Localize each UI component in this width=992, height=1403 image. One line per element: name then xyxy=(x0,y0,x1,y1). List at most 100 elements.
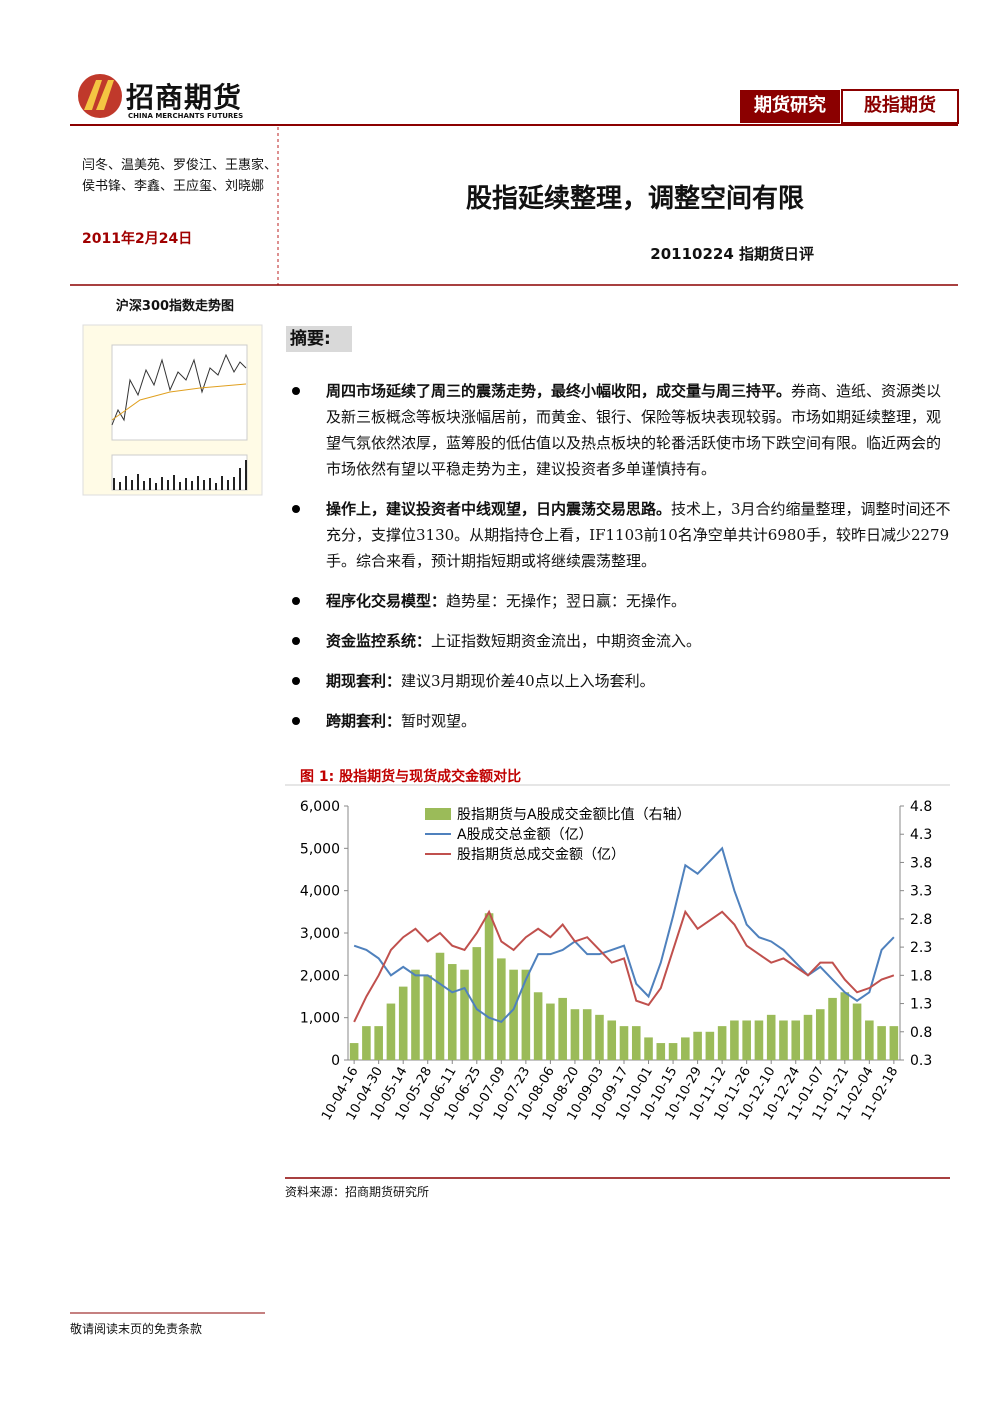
y2-tick-label: 1.3 xyxy=(910,997,932,1013)
bar xyxy=(423,975,433,1060)
bullet-text: 建议3月期现价差40点以上入场套利。 xyxy=(401,672,655,690)
chart: 0 1,000 2,000 3,000 4,000 5,000 6,000 0.3 0.8 1.3… xyxy=(300,799,932,1123)
y-tick-label: 3,000 xyxy=(300,926,340,942)
y2-tick-label: 1.8 xyxy=(910,968,932,984)
bullet: 周四市场延续了周三的震荡走势，最终小幅收阳，成交量与周三持平。券商、造纸、资源类… xyxy=(290,378,955,482)
summary-heading: 摘要: xyxy=(286,326,352,352)
bar xyxy=(754,1020,764,1060)
bar xyxy=(386,1003,396,1060)
bar xyxy=(668,1043,678,1060)
bar xyxy=(558,997,567,1060)
y2-tick-label: 3.8 xyxy=(910,855,932,871)
bar xyxy=(460,969,469,1060)
bullet: 程序化交易模型：趋势星：无操作；翌日赢：无操作。 xyxy=(290,588,955,614)
bar xyxy=(681,1037,690,1060)
authors: 闫冬、温美苑、罗俊江、王惠家、侯书锋、李鑫、王应玺、刘晓娜 xyxy=(82,158,278,194)
bar xyxy=(705,1031,715,1060)
y2-tick-label: 2.3 xyxy=(910,940,932,956)
tag: 股指期货 xyxy=(864,95,936,116)
logo-subtext: CHINA MERCHANTS FUTURES xyxy=(128,112,244,120)
bar xyxy=(447,964,457,1060)
y-tick-label: 6,000 xyxy=(300,799,340,815)
source: 资料来源：招商期货研究所 xyxy=(285,1185,430,1199)
bar xyxy=(803,1014,813,1060)
bar xyxy=(619,1026,629,1060)
legend-label: A股成交总金额（亿） xyxy=(457,826,593,843)
bullet: 期现套利：建议3月期现价差40点以上入场套利。 xyxy=(290,668,955,694)
title: 股指延续整理，调整空间有限 xyxy=(465,184,804,214)
bar xyxy=(595,1014,604,1060)
bullet-lead: 期现套利： xyxy=(326,672,402,690)
bar xyxy=(877,1026,886,1060)
y-tick-label: 5,000 xyxy=(300,841,340,857)
subtitle: 20110224 指期货日评 xyxy=(650,245,814,263)
bar xyxy=(840,992,850,1060)
y2-tick-label: 4.3 xyxy=(910,827,932,843)
logo-icon xyxy=(78,74,122,118)
y-tick-label: 2,000 xyxy=(300,968,340,984)
bar xyxy=(865,1020,874,1060)
bar xyxy=(815,1009,825,1060)
bar xyxy=(521,969,531,1060)
bar xyxy=(484,913,494,1060)
line-series xyxy=(353,909,895,1023)
bar xyxy=(730,1020,739,1060)
bar xyxy=(362,1026,371,1060)
bullet-lead: 资金监控系统： xyxy=(326,632,432,650)
bullet-lead: 周四市场延续了周三的震荡走势，最终小幅收阳，成交量与周三持平。 xyxy=(326,382,792,400)
bar xyxy=(509,969,518,1060)
tag: 期货研究 xyxy=(754,95,826,116)
legend-swatch xyxy=(425,808,451,820)
bar xyxy=(582,1009,592,1060)
footer: 敬请阅读末页的免责条款 xyxy=(70,1322,203,1336)
legend-label: 股指期货总成交金额（亿） xyxy=(457,846,625,863)
y2-tick-label: 4.8 xyxy=(910,799,932,815)
bullet-text: 暂时观望。 xyxy=(401,712,477,730)
bar xyxy=(889,1026,899,1060)
thumbnail-caption: 沪深300指数走势图 xyxy=(115,299,235,314)
bar xyxy=(607,1020,617,1060)
bar xyxy=(766,1014,776,1060)
y2-tick-label: 3.3 xyxy=(910,884,932,900)
bullet-text: 上证指数短期资金流出，中期资金流入。 xyxy=(431,632,702,650)
bar xyxy=(472,947,482,1060)
bar xyxy=(411,969,420,1060)
bullet-text: 趋势星：无操作；翌日赢：无操作。 xyxy=(446,592,687,610)
bar xyxy=(533,992,543,1060)
bullet-lead: 操作上，建议投资者中线观望，日内震荡交易思路。 xyxy=(326,500,672,518)
y-tick-label: 1,000 xyxy=(300,1011,340,1027)
bullet: 操作上，建议投资者中线观望，日内震荡交易思路。技术上，3月合约缩量整理，调整时间… xyxy=(290,496,955,574)
bar xyxy=(693,1031,702,1060)
bullet-text: 券商、造纸、资源类以及新三板概念等板块涨幅居前，而黄金、银行、保险等板块表现较弱… xyxy=(326,382,942,478)
bar xyxy=(656,1043,666,1060)
bar xyxy=(349,1043,359,1060)
y2-tick-label: 2.8 xyxy=(910,912,932,928)
bullet-lead: 跨期套利： xyxy=(326,712,402,730)
legend-label: 股指期货与A股成交金额比值（右轴） xyxy=(457,806,691,823)
date: 2011年2月24日 xyxy=(82,231,193,247)
line-series xyxy=(353,846,895,1024)
bullet: 跨期套利：暂时观望。 xyxy=(290,708,955,734)
y2-tick-label: 0.3 xyxy=(910,1053,932,1069)
bar xyxy=(644,1037,653,1060)
bullet-list: 周四市场延续了周三的震荡走势，最终小幅收阳，成交量与周三持平。券商、造纸、资源类… xyxy=(290,378,955,748)
figure-caption: 图 1: 股指期货与现货成交金额对比 xyxy=(300,769,522,785)
bullet: 资金监控系统：上证指数短期资金流出，中期资金流入。 xyxy=(290,628,955,654)
bar xyxy=(374,1026,383,1060)
bar xyxy=(497,958,506,1060)
tag-box xyxy=(841,89,959,124)
bullet-text: 技术上，3月合约缩量整理，调整时间还不充分，支撑位3130。从期指持仓上看，IF… xyxy=(326,500,951,570)
y-tick-label: 4,000 xyxy=(300,884,340,900)
bar xyxy=(742,1020,751,1060)
bar xyxy=(791,1020,801,1060)
bar xyxy=(779,1020,788,1060)
bar xyxy=(546,1003,555,1060)
bar xyxy=(828,997,837,1060)
bar xyxy=(398,986,408,1060)
bar xyxy=(852,1003,862,1060)
bar xyxy=(717,1026,727,1060)
bar xyxy=(631,1026,641,1060)
bar xyxy=(435,952,445,1060)
